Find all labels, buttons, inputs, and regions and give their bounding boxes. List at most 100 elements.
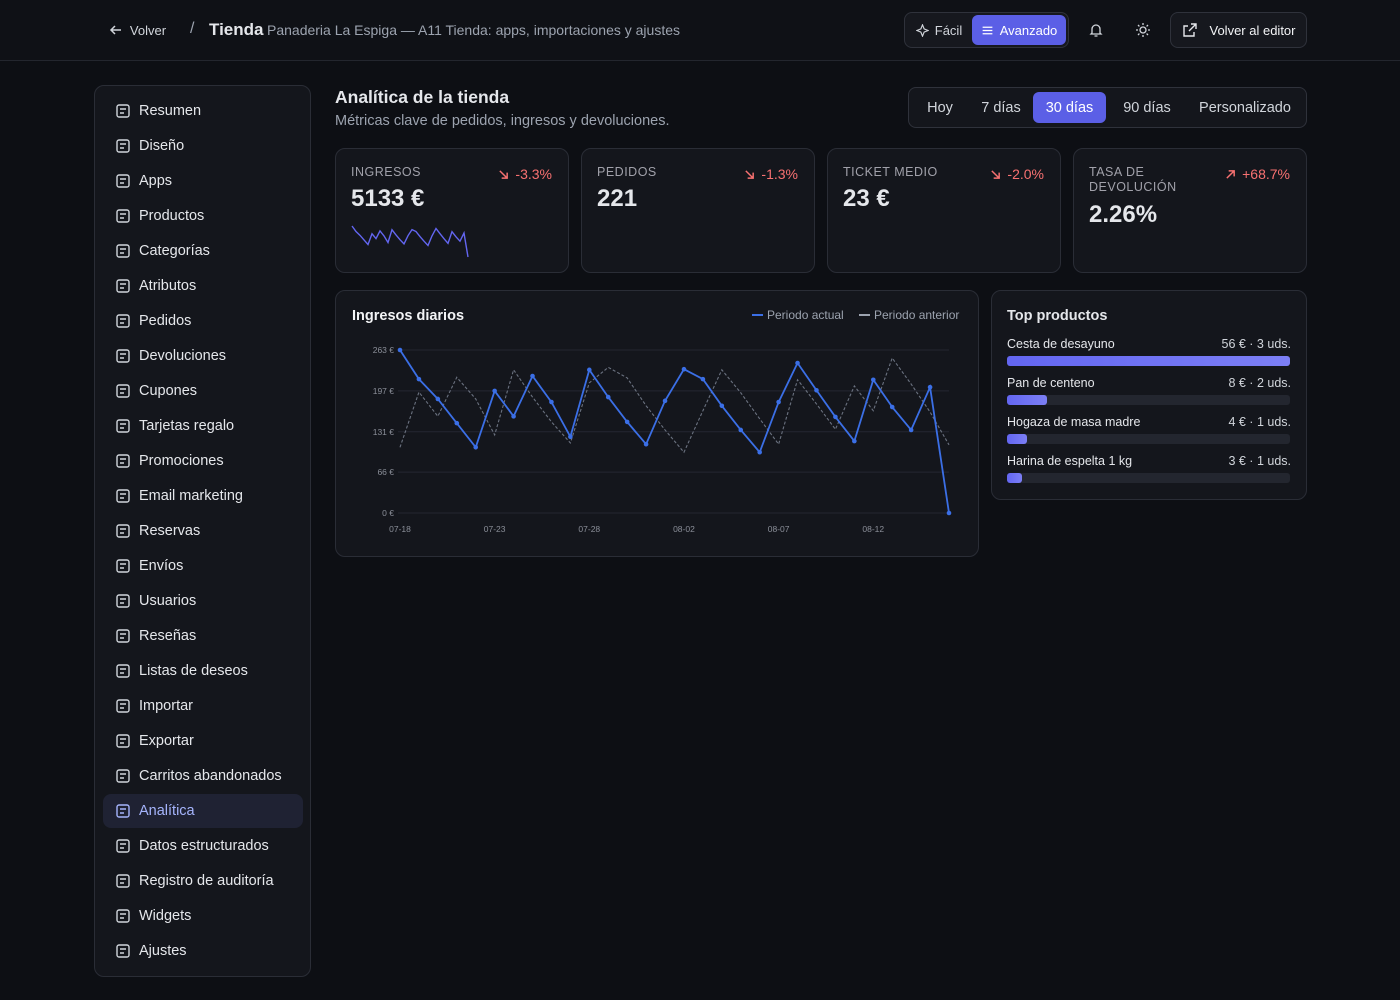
theme-button[interactable] — [1129, 16, 1157, 44]
data-point — [776, 399, 781, 405]
mode-label: Avanzado — [999, 22, 1058, 38]
sidebar-label: Cupones — [139, 383, 198, 399]
sidebar-item[interactable]: Email marketing — [103, 479, 303, 513]
x-tick-label: 07-23 — [484, 524, 506, 534]
sidebar-item[interactable]: Devoluciones — [103, 339, 303, 373]
icon-shape — [915, 23, 929, 37]
kpi-label: INGRESOS — [351, 165, 421, 179]
sidebar-item[interactable]: Promociones — [103, 444, 303, 478]
header: Volver / Tienda Panaderia La Espiga — A1… — [0, 0, 1400, 61]
kpi-card: TASA DE DEVOLUCIÓN +68.7% 2.26% — [1073, 148, 1307, 273]
separator: / — [190, 20, 195, 37]
product-bar — [1007, 356, 1290, 366]
y-tick-label: 0 € — [382, 508, 394, 518]
kpi-card: PEDIDOS -1.3% 221 — [581, 148, 815, 273]
sidebar-item[interactable]: Ajustes — [103, 934, 303, 968]
icon-shape — [116, 804, 130, 818]
data-point — [719, 403, 725, 409]
icon — [116, 559, 130, 573]
sidebar-label: Apps — [139, 173, 173, 189]
x-tick-label: 08-07 — [768, 524, 790, 534]
data-point — [397, 347, 403, 353]
data-point — [511, 414, 516, 419]
mode-icon — [982, 26, 993, 34]
data-point — [587, 367, 592, 373]
sidebar-item[interactable]: Registro de auditoría — [103, 864, 303, 898]
sidebar-item[interactable]: Widgets — [103, 899, 303, 933]
icon — [116, 174, 130, 188]
icon — [116, 489, 130, 503]
sidebar-item[interactable]: Pedidos — [103, 304, 303, 338]
icon-shape — [116, 104, 130, 118]
icon-shape — [116, 349, 130, 363]
icon — [116, 279, 130, 293]
sidebar-item[interactable]: Datos estructurados — [103, 829, 303, 863]
sidebar-item[interactable]: Diseño — [103, 129, 303, 163]
mode-button[interactable]: Avanzado — [972, 15, 1066, 45]
icon-shape — [120, 843, 126, 849]
product-name: Cesta de desayuno — [1007, 337, 1115, 351]
sidebar-item[interactable]: Listas de deseos — [103, 654, 303, 688]
mode-switch: Fácil Avanzado — [904, 12, 1069, 48]
sidebar-item[interactable]: Reseñas — [103, 619, 303, 653]
sidebar-item[interactable]: Analítica — [103, 794, 303, 828]
sidebar-item[interactable]: Exportar — [103, 724, 303, 758]
sidebar-item[interactable]: Carritos abandonados — [103, 759, 303, 793]
mode-button[interactable]: Fácil — [908, 15, 970, 45]
range-button[interactable]: 7 días — [981, 99, 1021, 116]
sparkline — [351, 225, 469, 258]
icon-shape — [120, 703, 126, 709]
sidebar-item[interactable]: Resumen — [103, 94, 303, 128]
sidebar-item[interactable]: Envíos — [103, 549, 303, 583]
range-button[interactable]: Personalizado — [1199, 99, 1291, 116]
product-bar — [1007, 473, 1023, 483]
range-button[interactable]: 30 días — [1033, 92, 1106, 123]
sidebar-item[interactable]: Apps — [103, 164, 303, 198]
sidebar-item[interactable]: Atributos — [103, 269, 303, 303]
icon — [116, 699, 130, 713]
data-point — [454, 420, 460, 426]
icon-shape — [116, 489, 130, 503]
data-point — [946, 510, 952, 516]
icon-shape — [116, 594, 130, 608]
icon — [116, 594, 130, 608]
back-button[interactable]: Volver — [100, 16, 174, 44]
data-point — [852, 438, 857, 444]
x-tick-label: 08-12 — [862, 524, 884, 534]
sidebar-item[interactable]: Importar — [103, 689, 303, 723]
sidebar-label: Carritos abandonados — [139, 768, 282, 784]
sidebar-item[interactable]: Categorías — [103, 234, 303, 268]
editor-button[interactable]: Volver al editor — [1170, 12, 1307, 48]
sidebar-item[interactable]: Tarjetas regalo — [103, 409, 303, 443]
range-button[interactable]: Hoy — [927, 99, 953, 116]
icon-shape — [120, 213, 126, 219]
icon — [116, 909, 130, 923]
kpi-change-value: -2.0% — [1007, 166, 1044, 182]
sidebar-label: Envíos — [139, 558, 184, 574]
sidebar-item[interactable]: Cupones — [103, 374, 303, 408]
sidebar-item[interactable]: Productos — [103, 199, 303, 233]
notifications-button[interactable] — [1082, 16, 1110, 44]
bell-icon — [1089, 24, 1103, 37]
icon-shape — [116, 279, 130, 293]
sidebar-label: Promociones — [139, 453, 224, 469]
series-line — [399, 356, 950, 454]
kpi-change: -3.3% — [498, 166, 552, 182]
kpi-value: 2.26% — [1089, 201, 1158, 228]
icon-shape — [120, 108, 126, 114]
data-point — [416, 376, 422, 382]
product-bar-track — [1007, 473, 1290, 483]
icon-shape — [116, 629, 130, 643]
y-tick-label: 197 € — [373, 386, 395, 396]
data-point — [681, 366, 687, 372]
icon-shape — [120, 283, 126, 289]
range-button[interactable]: 90 días — [1123, 99, 1171, 116]
sidebar-label: Devoluciones — [139, 348, 227, 364]
sidebar: Resumen Diseño Apps Productos Categorías Atri… — [94, 85, 311, 977]
sidebar-item[interactable]: Usuarios — [103, 584, 303, 618]
back-label: Volver — [129, 22, 167, 38]
icon-shape — [120, 948, 126, 954]
data-point — [549, 399, 554, 405]
sidebar-item[interactable]: Reservas — [103, 514, 303, 548]
sidebar-label: Pedidos — [139, 313, 192, 329]
